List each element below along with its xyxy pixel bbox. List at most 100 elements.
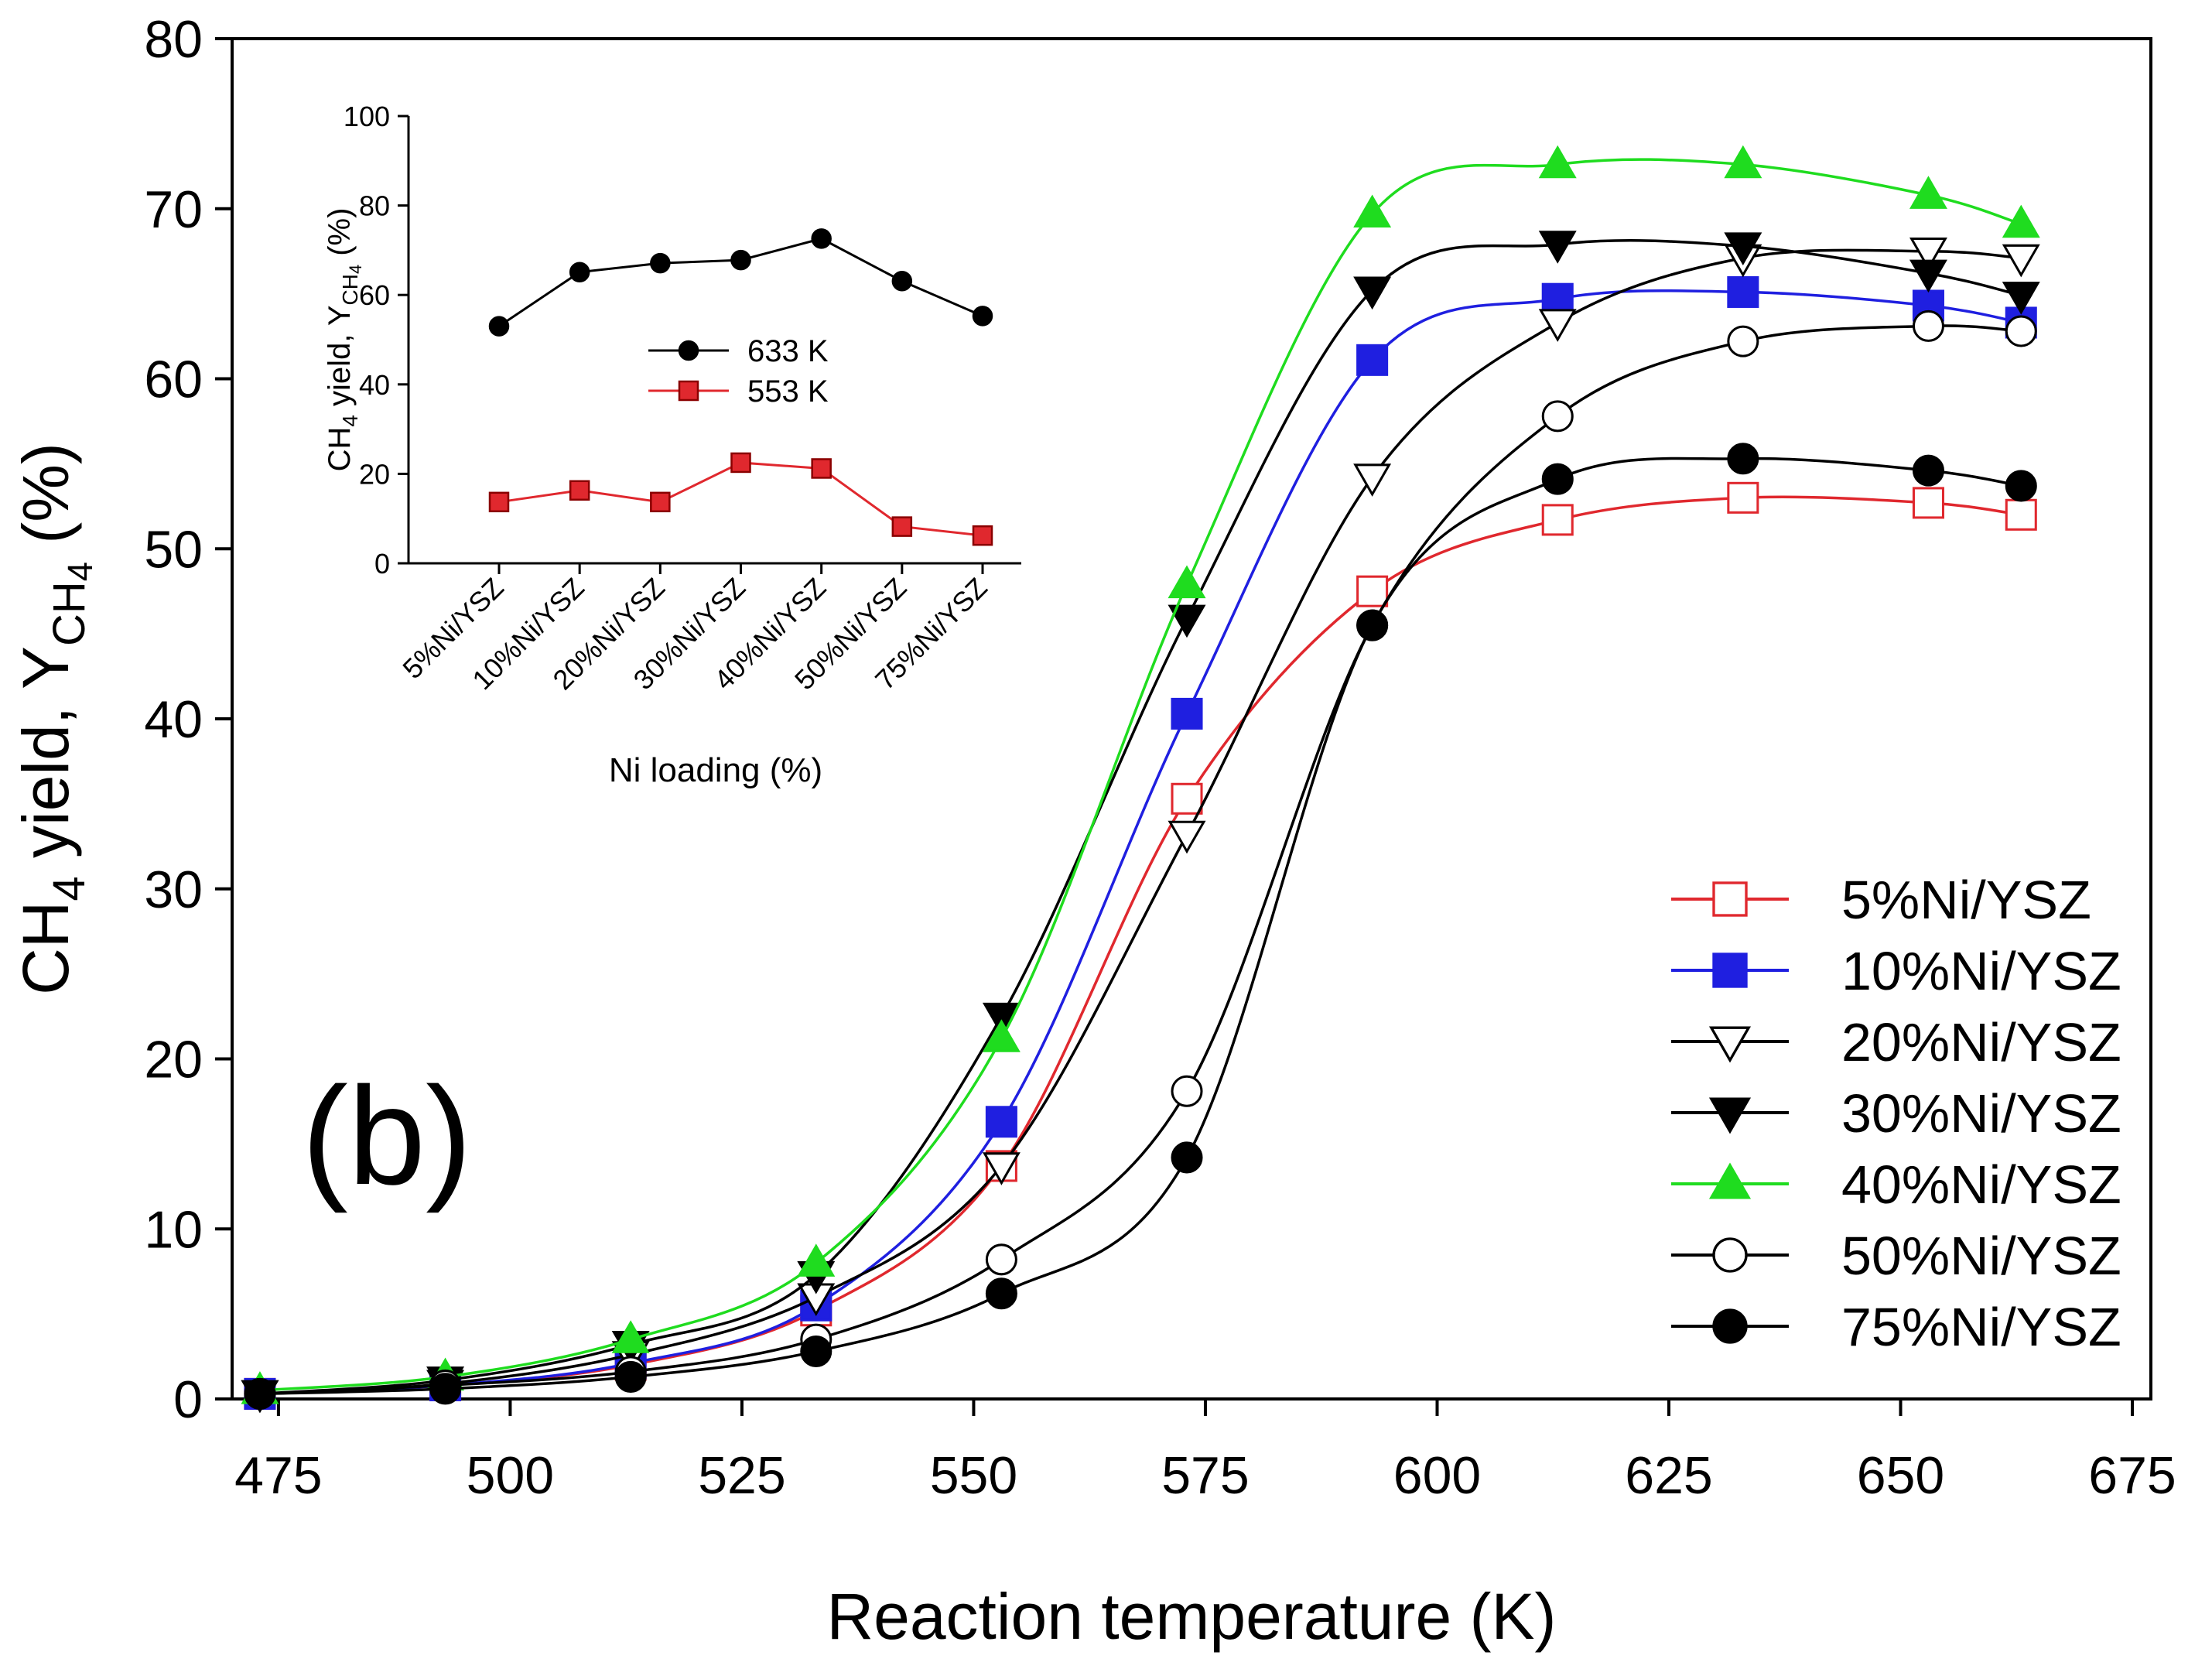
data-point xyxy=(1912,310,1944,342)
inset-data-point xyxy=(891,271,913,292)
data-point xyxy=(1168,565,1206,599)
data-point xyxy=(1538,145,1577,179)
data-point xyxy=(244,1377,276,1410)
inset-data-point xyxy=(730,452,751,474)
y-title-part: (%) xyxy=(9,443,82,562)
inset-data-point xyxy=(891,516,913,537)
legend-entry: 10%Ni/YSZ xyxy=(1671,941,2121,1001)
inset-legend-label: 553 K xyxy=(747,374,829,409)
data-point xyxy=(611,1320,650,1353)
data-point xyxy=(2005,315,2037,347)
data-point xyxy=(1724,145,1762,179)
data-point xyxy=(982,1002,1021,1036)
y-tick-label: 10 xyxy=(144,1200,203,1259)
data-point xyxy=(1538,309,1577,342)
x-tick-label: 650 xyxy=(1857,1446,1944,1505)
inset-x-axis-title: Ni loading (%) xyxy=(609,751,822,789)
data-point xyxy=(614,1360,647,1393)
y-tick-label: 20 xyxy=(144,1031,203,1089)
legend-label: 30%Ni/YSZ xyxy=(1841,1083,2121,1144)
series-20%Ni/YSZ xyxy=(241,238,2040,1414)
panel-label: (b) xyxy=(302,1059,472,1214)
y-tick-label: 60 xyxy=(144,351,203,409)
y-tick-label: 80 xyxy=(144,10,203,69)
data-point xyxy=(1171,782,1203,815)
inset-chart: 0204060801005%Ni/YSZ10%Ni/YSZ20%Ni/YSZ30… xyxy=(323,101,1021,789)
data-point xyxy=(1353,194,1392,228)
data-point xyxy=(1541,282,1574,315)
inset-legend-entry: 633 K xyxy=(648,334,829,368)
series-75%Ni/YSZ xyxy=(244,443,2037,1410)
series-50%Ni/YSZ xyxy=(244,310,2037,1410)
inset-data-point xyxy=(730,249,751,271)
data-point xyxy=(1727,443,1759,475)
y-axis-title: CH4 yield, YCH4 (%) xyxy=(9,443,100,995)
y-title-subscript: 4 xyxy=(346,265,365,274)
x-tick-label: 550 xyxy=(930,1446,1017,1505)
y-title-subscript: CH xyxy=(44,581,94,646)
x-tick-label: 500 xyxy=(467,1446,554,1505)
y-tick-label: 70 xyxy=(144,180,203,239)
legend-marker xyxy=(1712,1237,1748,1273)
data-point xyxy=(1353,276,1392,310)
data-point xyxy=(800,1335,832,1367)
x-tick-label: 525 xyxy=(698,1446,785,1505)
inset-legend-marker xyxy=(678,340,699,361)
inset-data-point xyxy=(811,228,832,249)
data-point xyxy=(985,1243,1017,1276)
y-tick-label: 0 xyxy=(173,1370,203,1429)
inset-y-tick-label: 40 xyxy=(359,369,390,401)
data-point xyxy=(1909,259,1947,293)
data-point xyxy=(1909,238,1947,271)
series-30%Ni/YSZ xyxy=(241,231,2040,1414)
legend-marker xyxy=(1712,881,1748,917)
x-tick-label: 575 xyxy=(1161,1446,1249,1505)
y-title-part: (%) xyxy=(323,208,357,265)
inset-data-point xyxy=(972,306,993,327)
data-point xyxy=(2002,282,2040,315)
data-point xyxy=(429,1373,462,1405)
data-point xyxy=(1171,1075,1203,1107)
inset-data-point xyxy=(569,262,590,282)
data-point xyxy=(2002,204,2040,238)
data-point xyxy=(1727,275,1759,308)
legend-label: 50%Ni/YSZ xyxy=(1841,1226,2121,1286)
data-point xyxy=(1538,231,1577,264)
y-title-subscript: CH xyxy=(338,274,362,305)
data-point xyxy=(2005,470,2037,502)
legend-marker xyxy=(1708,1097,1752,1134)
inset-data-point xyxy=(488,316,510,337)
inset-y-tick-label: 0 xyxy=(374,548,390,580)
y-title-part: yield, Y xyxy=(9,646,82,876)
legend-marker xyxy=(1712,952,1748,988)
data-point xyxy=(1727,325,1759,357)
x-tick-label: 625 xyxy=(1625,1446,1712,1505)
y-tick-label: 50 xyxy=(144,520,203,579)
data-point xyxy=(1912,487,1944,519)
data-point xyxy=(1356,609,1389,641)
data-point xyxy=(982,1152,1021,1185)
y-title-subscript: 4 xyxy=(44,876,94,901)
y-tick-label: 30 xyxy=(144,860,203,919)
y-title-part: CH xyxy=(323,427,357,472)
inset-y-tick-label: 80 xyxy=(359,190,390,222)
data-point xyxy=(985,1277,1017,1310)
data-point xyxy=(1541,504,1574,536)
legend-label: 40%Ni/YSZ xyxy=(1841,1154,2121,1215)
x-tick-label: 675 xyxy=(2088,1446,2176,1505)
legend-entry: 50%Ni/YSZ xyxy=(1671,1226,2121,1286)
inset-y-tick-label: 20 xyxy=(359,458,390,490)
inset-y-tick-label: 100 xyxy=(344,101,390,132)
inset-series-633 K xyxy=(488,228,993,337)
data-point xyxy=(1168,820,1206,854)
data-point xyxy=(1912,454,1944,487)
inset-legend-marker xyxy=(678,380,699,402)
y-title-subscript: 4 xyxy=(60,562,100,581)
legend-entry: 20%Ni/YSZ xyxy=(1671,1012,2121,1072)
y-tick-label: 40 xyxy=(144,690,203,749)
inset-data-point xyxy=(972,525,993,546)
legend-entry: 40%Ni/YSZ xyxy=(1671,1154,2121,1215)
data-point xyxy=(1541,463,1574,495)
